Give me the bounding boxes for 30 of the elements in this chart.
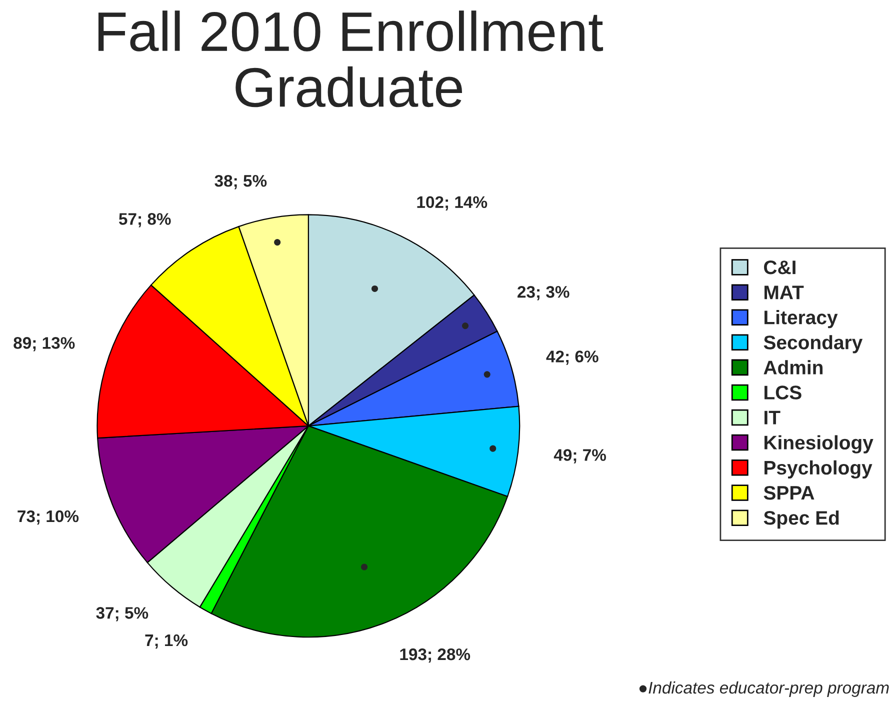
data-label: 37; 5% <box>96 607 148 622</box>
legend-label: Spec Ed <box>764 510 839 529</box>
text: ● <box>360 564 368 570</box>
legend-label: IT <box>764 410 780 424</box>
data-label: 193; 28% <box>400 648 470 663</box>
legend-label: Kinesiology <box>764 435 874 454</box>
text: ● <box>371 285 378 292</box>
legend-label: Admin <box>764 360 823 374</box>
text: ●Indicates educator-prep program <box>639 681 889 697</box>
data-label: 7; 1% <box>145 634 188 649</box>
legend-label: Psychology <box>764 460 872 479</box>
text: ● <box>462 322 469 330</box>
legend-label: C&I <box>764 260 796 274</box>
text: ● <box>484 371 490 378</box>
data-label: 89; 13% <box>14 337 75 352</box>
data-label: 49; 7% <box>554 449 606 464</box>
legend-label: SPPA <box>764 486 814 500</box>
chart-title: Fall 2010 Enrollment Graduate <box>98 10 604 108</box>
data-label: 102; 14% <box>417 196 488 210</box>
text: ● <box>490 445 496 452</box>
data-label: 23; 3% <box>518 286 570 300</box>
legend-label: MAT <box>764 286 804 300</box>
legend-label: LCS <box>764 386 802 400</box>
data-label: 73; 10% <box>18 510 79 525</box>
text: ● <box>274 239 281 246</box>
data-label: 42; 6% <box>546 350 598 365</box>
legend-label: Secondary <box>764 335 863 354</box>
data-label: 38; 5% <box>214 174 267 190</box>
data-label: 57; 8% <box>118 213 171 228</box>
legend-label: Literacy <box>764 310 838 328</box>
